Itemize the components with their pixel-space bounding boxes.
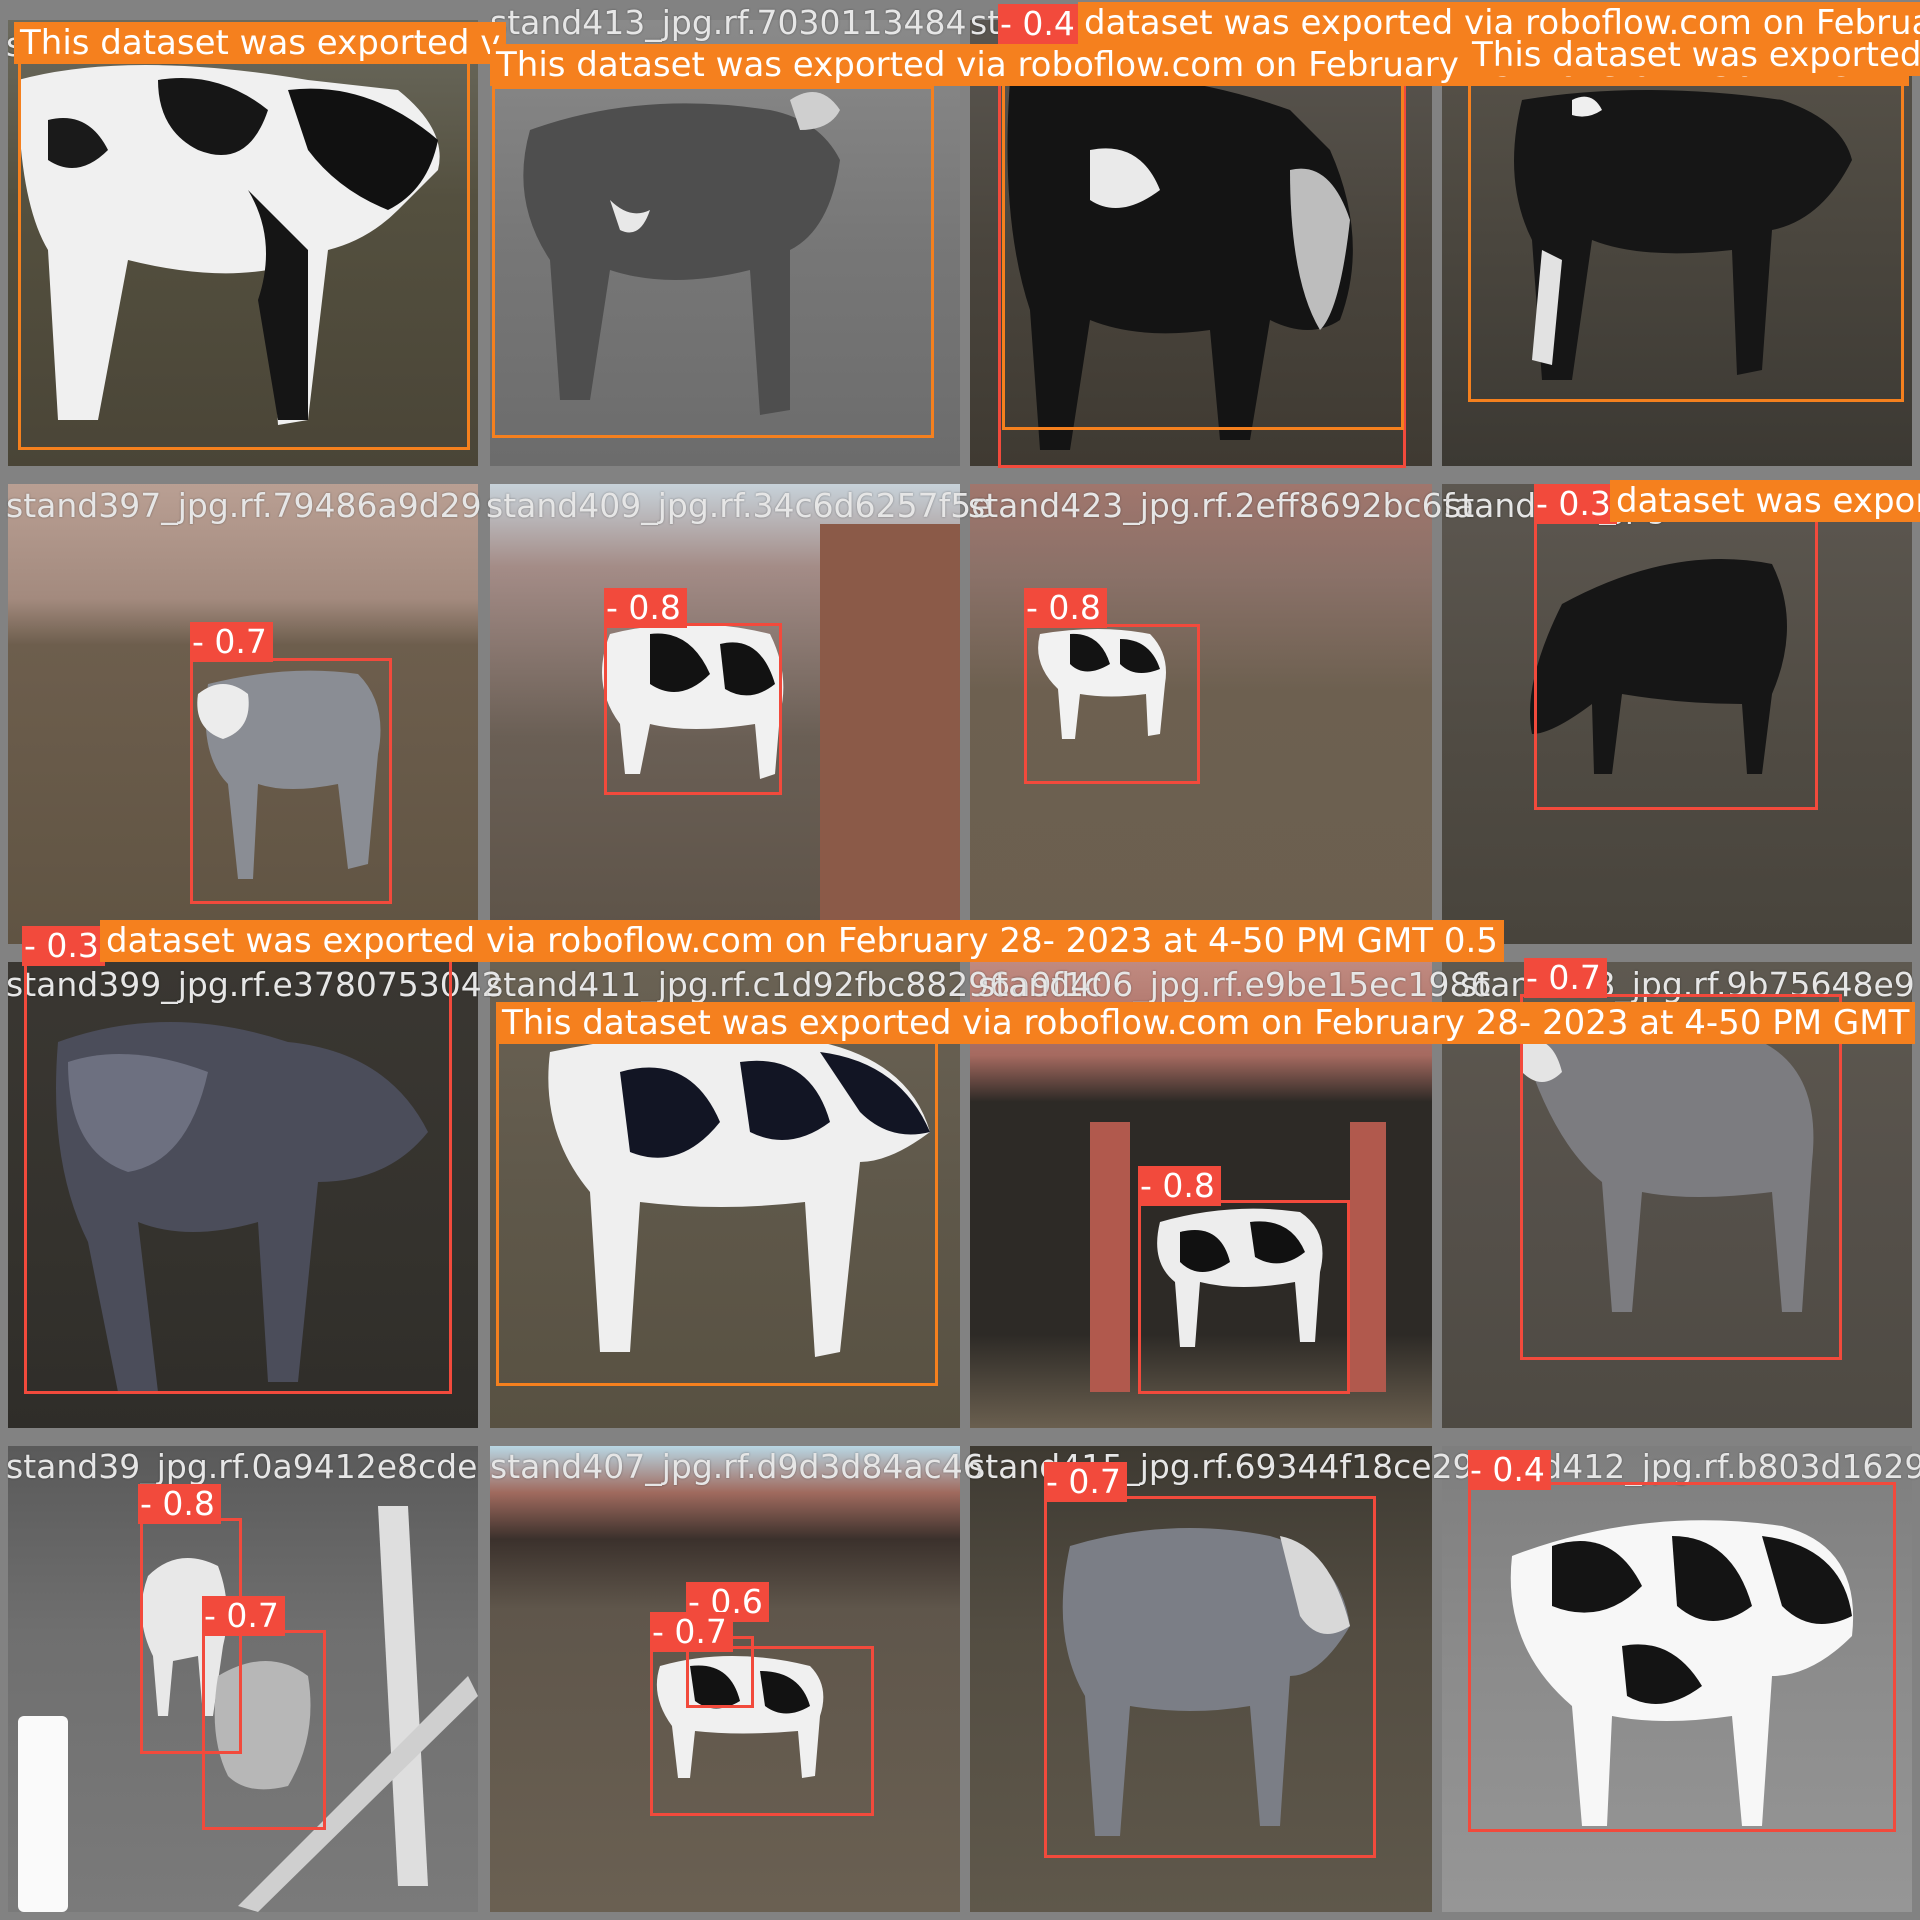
detection-box-7: [604, 623, 782, 795]
detection-box-2: [492, 86, 934, 438]
holstein-calf-image: [1038, 629, 1166, 739]
grazing-black-cow-image: [1530, 559, 1787, 774]
tile-7: [970, 484, 1432, 944]
detection-box-17: [650, 1646, 874, 1816]
detection-label-13: This dataset was exported via roboflow.c…: [496, 1002, 1916, 1044]
tile-4: [1442, 20, 1912, 466]
night-calves-image: [18, 1506, 478, 1912]
holstein-cow-image: [18, 65, 440, 425]
tile-5: [8, 484, 478, 944]
detection-label-17: - 0.7: [202, 1596, 285, 1636]
detection-label-20: - 0.7: [1044, 1462, 1127, 1502]
detection-box-9: [1534, 510, 1818, 810]
black-cow-image: [1007, 74, 1353, 451]
gray-cow-standing-image: [1062, 1528, 1350, 1836]
gray-cow-image: [523, 92, 840, 416]
detection-box-15: [202, 1630, 326, 1830]
detection-label-7: - 0.8: [604, 588, 687, 628]
detection-label-16: - 0.8: [138, 1484, 221, 1524]
tile-1: [8, 20, 478, 466]
gray-cow-front-image: [1522, 1032, 1814, 1312]
detection-box-11: [496, 1008, 938, 1386]
detection-box-13: [1520, 994, 1842, 1360]
tile-8: [1442, 484, 1912, 944]
detection-label-1: This dataset was exported v: [14, 22, 507, 64]
black-white-cow-image: [1514, 90, 1852, 380]
detection-label-10: dataset was expor: [1610, 480, 1920, 522]
detection-label-6: - 0.7: [190, 622, 273, 662]
detection-label-5: This dataset was exported: [1466, 34, 1920, 76]
detection-label-14: - 0.8: [1138, 1166, 1221, 1206]
detection-box-5: [1468, 64, 1904, 402]
tile-16: [1442, 1446, 1912, 1912]
holstein-calf-yard-image: [656, 1656, 824, 1778]
detection-box-8: [1024, 624, 1200, 784]
detection-label-19: - 0.7: [650, 1612, 733, 1652]
detection-label-3: - 0.4: [998, 4, 1081, 44]
detection-label-12: dataset was exported via roboflow.com on…: [100, 920, 1504, 962]
holstein-cow-shed-image: [1090, 1122, 1386, 1392]
tile-13: [8, 1446, 478, 1912]
tile-3: [970, 20, 1432, 466]
tile-8-scene: [1442, 484, 1912, 944]
detection-box-12: [1138, 1200, 1350, 1394]
holstein-cow-pen-image: [602, 524, 960, 944]
gray-calf-image: [197, 670, 381, 879]
detection-label-15: - 0.7: [1524, 958, 1607, 998]
detection-box-18: [1044, 1496, 1376, 1858]
detection-box-19: [1468, 1482, 1896, 1832]
dark-cow-image: [56, 1022, 428, 1392]
tile-6: [490, 484, 960, 944]
night-holstein-cow-image: [1510, 1520, 1854, 1826]
detection-label-9: - 0.3: [1534, 484, 1617, 524]
tile-2: [490, 20, 960, 466]
tile-14: [490, 1446, 960, 1912]
tile-15: [970, 1446, 1432, 1912]
detection-box-6: [190, 658, 392, 904]
tile-7-scene: [970, 484, 1432, 944]
detection-label-11: - 0.3: [22, 926, 105, 966]
detection-label-21: - 0.4: [1468, 1450, 1551, 1490]
tile-9: [8, 962, 478, 1428]
holstein-cow-side-image: [548, 1034, 930, 1357]
detection-box-1: [18, 26, 470, 450]
detection-box-10: [24, 928, 452, 1394]
detection-label-8: - 0.8: [1024, 588, 1107, 628]
